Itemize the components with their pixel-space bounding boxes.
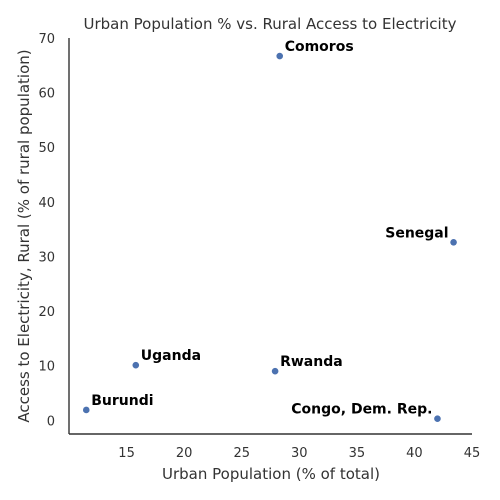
chart-title: Urban Population % vs. Rural Access to E… xyxy=(84,15,457,33)
y-tick-label: 30 xyxy=(38,250,55,265)
data-point xyxy=(434,415,441,423)
point-label: Rwanda xyxy=(280,354,343,370)
point-label: Comoros xyxy=(285,39,354,55)
y-tick-label: 50 xyxy=(38,141,55,156)
x-tick-label: 40 xyxy=(406,446,423,461)
data-point xyxy=(271,367,279,375)
y-tick-label: 0 xyxy=(47,414,55,429)
data-point xyxy=(82,406,90,414)
y-axis-label: Access to Electricity, Rural (% of rural… xyxy=(15,49,33,422)
x-tick-label: 20 xyxy=(176,446,193,461)
point-label: Uganda xyxy=(141,348,201,364)
y-tick-label: 20 xyxy=(38,305,55,320)
y-tick-label: 10 xyxy=(38,360,55,375)
point-label: Burundi xyxy=(91,393,153,409)
x-tick-label: 15 xyxy=(118,446,135,461)
x-tick-label: 25 xyxy=(233,446,250,461)
x-tick-label: 45 xyxy=(464,446,481,461)
x-tick-label: 35 xyxy=(349,446,366,461)
y-tick-label: 70 xyxy=(38,32,55,47)
data-point xyxy=(132,361,140,369)
x-tick-label: 30 xyxy=(291,446,308,461)
plot-area: Comoros Senegal Uganda Rwanda Burundi Congo, … xyxy=(82,39,457,423)
data-point xyxy=(450,238,457,246)
y-tick-label: 60 xyxy=(38,87,55,102)
x-axis-label: Urban Population (% of total) xyxy=(162,465,380,483)
data-point xyxy=(276,52,284,60)
y-tick-label: 40 xyxy=(38,196,55,211)
point-label: Senegal xyxy=(385,225,448,241)
point-label: Congo, Dem. Rep. xyxy=(291,402,432,418)
